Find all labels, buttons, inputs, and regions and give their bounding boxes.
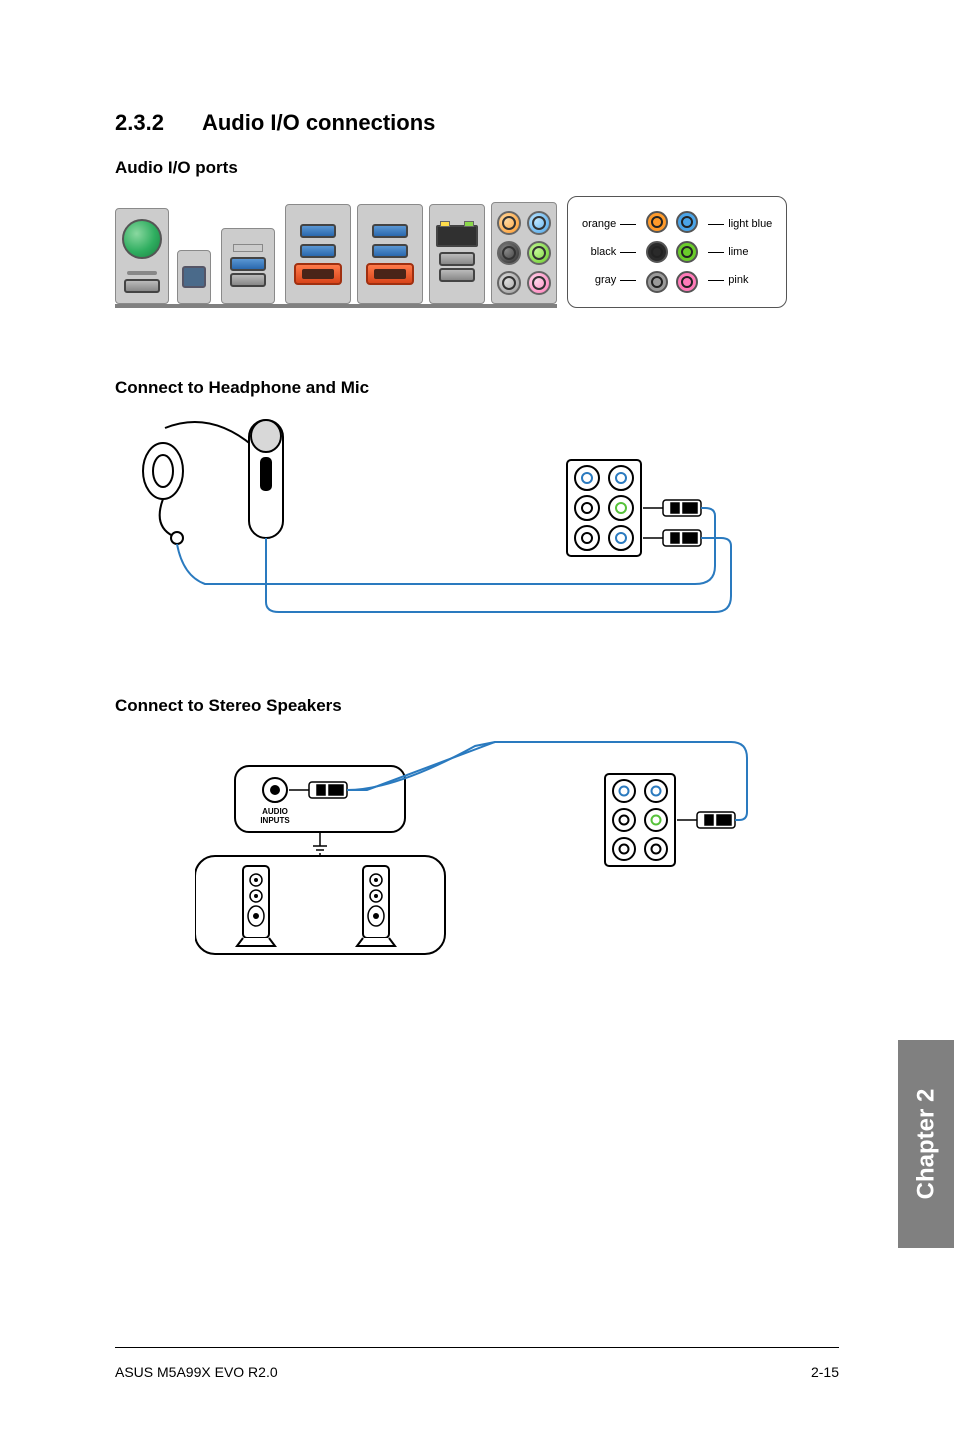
figure-headphone-mic	[115, 416, 839, 626]
subheading-ports: Audio I/O ports	[115, 158, 839, 178]
usb-gray-port-icon	[439, 252, 475, 266]
jack-lightblue-icon	[527, 211, 551, 235]
legend-label: pink	[728, 274, 748, 286]
lan-led-left-icon	[440, 221, 450, 227]
figure-stereo-speakers: AUDIO INPUTS	[115, 734, 839, 964]
legend-label: light blue	[728, 218, 772, 230]
chapter-tab: Chapter 2	[898, 1040, 954, 1248]
figure-backpanel: orange black gray light blue lime pink	[115, 196, 839, 308]
legend-label: orange	[582, 218, 616, 230]
section-heading: 2.3.2 Audio I/O connections	[115, 110, 839, 136]
usb3-port-icon	[372, 244, 408, 258]
usb3-port-icon	[300, 244, 336, 258]
legend-jack-orange-icon	[646, 211, 668, 233]
legend-label: gray	[595, 274, 616, 286]
esata-red-port-icon	[366, 263, 414, 285]
footer-product: ASUS M5A99X EVO R2.0	[115, 1364, 278, 1380]
legend-label: black	[591, 246, 617, 258]
headphone-mic-diagram-svg	[115, 416, 745, 626]
page-footer: ASUS M5A99X EVO R2.0 2-15	[115, 1364, 839, 1380]
io-panel-strip	[115, 196, 557, 308]
legend-jack-lightblue-icon	[676, 211, 698, 233]
legend-jack-pink-icon	[676, 271, 698, 293]
audio-inputs-label-2: INPUTS	[260, 816, 290, 825]
port-icon	[182, 266, 206, 288]
jack-pink-icon	[527, 271, 551, 295]
jack-black-icon	[497, 241, 521, 265]
legend-jack-black-icon	[646, 241, 668, 263]
legend-jack-gray-icon	[646, 271, 668, 293]
footer-page-number: 2-15	[811, 1364, 839, 1380]
section-title: Audio I/O connections	[202, 110, 435, 135]
footer-rule	[115, 1347, 839, 1348]
section-number: 2.3.2	[115, 110, 164, 135]
usb-gray-port-icon	[124, 279, 160, 293]
usb3-port-icon	[300, 224, 336, 238]
lan-port-icon	[436, 225, 478, 247]
usb3-port-icon	[372, 224, 408, 238]
usb-esata-stack-1	[285, 204, 351, 304]
usb-gray-port-icon	[230, 273, 266, 287]
lan-usb-block	[429, 204, 485, 304]
audio-inputs-label: AUDIO	[262, 807, 288, 816]
stereo-speakers-diagram-svg: AUDIO INPUTS	[195, 734, 755, 964]
audio-jack-block	[491, 202, 557, 304]
ps2-port-icon	[122, 219, 162, 259]
usb-esata-stack-2	[357, 204, 423, 304]
subheading-headphone-mic: Connect to Headphone and Mic	[115, 378, 839, 398]
legend-jack-lime-icon	[676, 241, 698, 263]
usb-gray-port-icon	[439, 268, 475, 282]
ps2-block	[115, 208, 169, 304]
jack-gray-icon	[497, 271, 521, 295]
chapter-tab-label: Chapter 2	[912, 1089, 940, 1200]
legend-label: lime	[728, 246, 748, 258]
jack-color-legend: orange black gray light blue lime pink	[567, 196, 787, 308]
jack-orange-icon	[497, 211, 521, 235]
usb3-port-icon	[230, 257, 266, 271]
single-port-block	[177, 250, 211, 304]
esata-red-port-icon	[294, 263, 342, 285]
usb-esata-block	[221, 228, 275, 304]
jack-lime-icon	[527, 241, 551, 265]
lan-led-right-icon	[464, 221, 474, 227]
subheading-stereo: Connect to Stereo Speakers	[115, 696, 839, 716]
